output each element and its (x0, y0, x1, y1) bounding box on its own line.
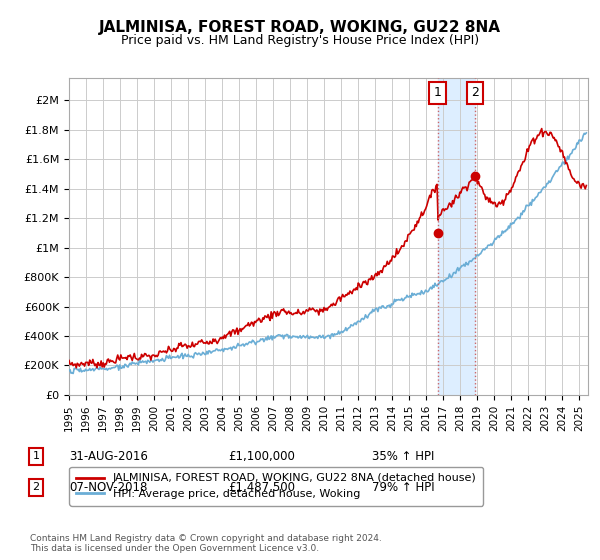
Text: 35% ↑ HPI: 35% ↑ HPI (372, 450, 434, 463)
Text: JALMINISA, FOREST ROAD, WOKING, GU22 8NA: JALMINISA, FOREST ROAD, WOKING, GU22 8NA (99, 20, 501, 35)
Text: £1,100,000: £1,100,000 (228, 450, 295, 463)
Legend: JALMINISA, FOREST ROAD, WOKING, GU22 8NA (detached house), HPI: Average price, d: JALMINISA, FOREST ROAD, WOKING, GU22 8NA… (70, 467, 483, 506)
Text: 1: 1 (434, 86, 442, 99)
Text: 79% ↑ HPI: 79% ↑ HPI (372, 480, 434, 494)
Bar (438, 78, 475, 395)
Text: 1: 1 (32, 451, 40, 461)
Text: £1,487,500: £1,487,500 (228, 480, 295, 494)
Text: Price paid vs. HM Land Registry's House Price Index (HPI): Price paid vs. HM Land Registry's House … (121, 34, 479, 46)
Text: 07-NOV-2018: 07-NOV-2018 (69, 480, 148, 494)
Text: 2: 2 (471, 86, 479, 99)
Text: 2: 2 (32, 482, 40, 492)
Text: Contains HM Land Registry data © Crown copyright and database right 2024.
This d: Contains HM Land Registry data © Crown c… (30, 534, 382, 553)
Text: 31-AUG-2016: 31-AUG-2016 (69, 450, 148, 463)
